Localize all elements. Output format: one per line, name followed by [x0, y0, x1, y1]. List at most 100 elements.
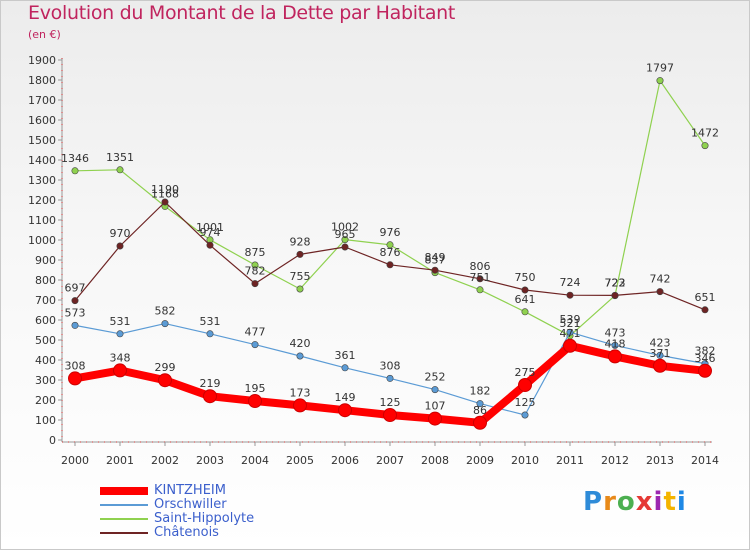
y-tick-label: 1300 [28, 174, 56, 187]
legend-label-orschwiller: Orschwiller [154, 497, 227, 512]
data-label-ch-tenois: 970 [110, 227, 131, 240]
axes: 0 100 200 300 400 500 600 700 800 900 1000 1100 1200… [28, 54, 719, 467]
data-label-saint-hippolyte: 1001 [196, 221, 224, 234]
data-label-ch-tenois: 928 [290, 235, 311, 248]
data-point-saint-hippolyte [476, 286, 484, 294]
data-point-saint-hippolyte [71, 167, 79, 175]
y-tick-label: 800 [35, 274, 56, 287]
data-label-kintzheim: 219 [200, 377, 221, 390]
data-labels: 1346 1351 1168 1001 875 755 1002 976 837 751 641 52… [61, 62, 719, 417]
data-label-kintzheim: 125 [380, 396, 401, 409]
y-tick-label: 1700 [28, 94, 56, 107]
legend-swatch-kintzheim [100, 487, 148, 495]
data-label-kintzheim: 418 [605, 337, 626, 350]
data-point-kintzheim [698, 363, 712, 378]
data-label-saint-hippolyte: 1168 [151, 187, 179, 200]
data-label-orschwiller: 182 [470, 385, 491, 398]
data-point-orschwiller [296, 352, 304, 360]
data-label-orschwiller: 423 [650, 336, 671, 349]
data-point-saint-hippolyte [701, 142, 709, 150]
data-point-ch-tenois [566, 291, 574, 299]
x-tick-label: 2012 [601, 454, 629, 467]
data-label-saint-hippolyte: 751 [470, 271, 491, 284]
data-label-ch-tenois: 806 [470, 260, 491, 273]
legend: KINTZHEIM Orschwiller Saint-Hippolyte Châte… [100, 483, 360, 540]
logo-letter: r [603, 487, 617, 517]
data-point-saint-hippolyte [656, 77, 664, 85]
data-label-kintzheim: 308 [65, 359, 86, 372]
data-point-kintzheim [293, 398, 307, 413]
data-point-ch-tenois [71, 297, 79, 305]
data-label-orschwiller: 582 [155, 305, 176, 318]
y-tick-label: 100 [35, 414, 56, 427]
data-label-orschwiller: 477 [245, 326, 266, 339]
data-label-ch-tenois: 965 [335, 228, 356, 241]
data-label-saint-hippolyte: 1472 [691, 127, 719, 140]
data-label-saint-hippolyte: 1346 [61, 152, 89, 165]
data-point-orschwiller [476, 400, 484, 408]
legend-swatch-ch-tenois [100, 532, 148, 534]
data-label-orschwiller: 420 [290, 337, 311, 350]
data-label-ch-tenois: 782 [245, 265, 266, 278]
data-point-kintzheim [473, 415, 487, 430]
data-point-orschwiller [161, 320, 169, 328]
x-tick-label: 2001 [106, 454, 134, 467]
x-tick-label: 2014 [691, 454, 719, 467]
data-point-kintzheim [248, 394, 262, 408]
data-point-orschwiller [341, 364, 349, 372]
data-point-kintzheim [428, 411, 442, 426]
y-tick-label: 300 [35, 374, 56, 387]
y-tick-label: 1200 [28, 194, 56, 207]
data-point-kintzheim [113, 363, 127, 378]
legend-item-orschwiller: Orschwiller [100, 497, 360, 512]
legend-label-saint-hippolyte: Saint-Hippolyte [154, 511, 255, 526]
data-point-kintzheim [383, 408, 397, 422]
data-point-ch-tenois [116, 242, 124, 250]
data-point-ch-tenois [656, 288, 664, 296]
data-point-ch-tenois [341, 243, 349, 251]
x-tick-label: 2004 [241, 454, 269, 467]
data-label-orschwiller: 308 [380, 359, 401, 372]
legend-item-kintzheim: KINTZHEIM [100, 483, 360, 498]
data-label-orschwiller: 531 [110, 315, 131, 328]
data-label-saint-hippolyte: 722 [605, 277, 626, 290]
data-point-ch-tenois [476, 275, 484, 283]
data-point-ch-tenois [431, 266, 439, 274]
legend-label-kintzheim: KINTZHEIM [154, 483, 226, 498]
x-tick-label: 2013 [646, 454, 674, 467]
data-label-saint-hippolyte: 976 [380, 226, 401, 239]
data-point-kintzheim [518, 378, 532, 392]
data-point-orschwiller [71, 321, 79, 329]
data-point-kintzheim [158, 373, 172, 388]
data-label-ch-tenois: 651 [695, 291, 716, 304]
data-label-kintzheim: 371 [650, 347, 671, 360]
x-tick-label: 2003 [196, 454, 224, 467]
data-label-kintzheim: 299 [155, 361, 176, 374]
x-tick-label: 2011 [556, 454, 584, 467]
data-label-saint-hippolyte: 755 [290, 270, 311, 283]
legend-swatch-saint-hippolyte [100, 518, 148, 520]
data-point-saint-hippolyte [386, 241, 394, 249]
data-point-ch-tenois [206, 241, 214, 249]
data-label-orschwiller: 531 [200, 315, 221, 328]
y-tick-label: 200 [35, 394, 56, 407]
logo-letter: t [663, 487, 677, 517]
legend-swatch-orschwiller [100, 504, 148, 506]
x-tick-label: 2007 [376, 454, 404, 467]
data-label-saint-hippolyte: 875 [245, 246, 266, 259]
data-label-saint-hippolyte: 1002 [331, 221, 359, 234]
y-tick-label: 0 [49, 434, 56, 447]
logo-letter: i [676, 487, 687, 517]
logo-letter: x [635, 487, 654, 517]
data-label-ch-tenois: 723 [605, 276, 626, 289]
data-label-orschwiller: 361 [335, 349, 356, 362]
chart-subtitle: (en €) [28, 28, 61, 41]
y-tick-label: 600 [35, 314, 56, 327]
series-line-saint-hippolyte [74, 79, 706, 337]
data-point-ch-tenois [521, 286, 529, 294]
legend-label-ch-tenois: Châtenois [154, 525, 219, 540]
proxiti-logo: Proxiti [583, 487, 687, 517]
data-label-saint-hippolyte: 837 [425, 254, 446, 267]
y-tick-label: 1100 [28, 214, 56, 227]
